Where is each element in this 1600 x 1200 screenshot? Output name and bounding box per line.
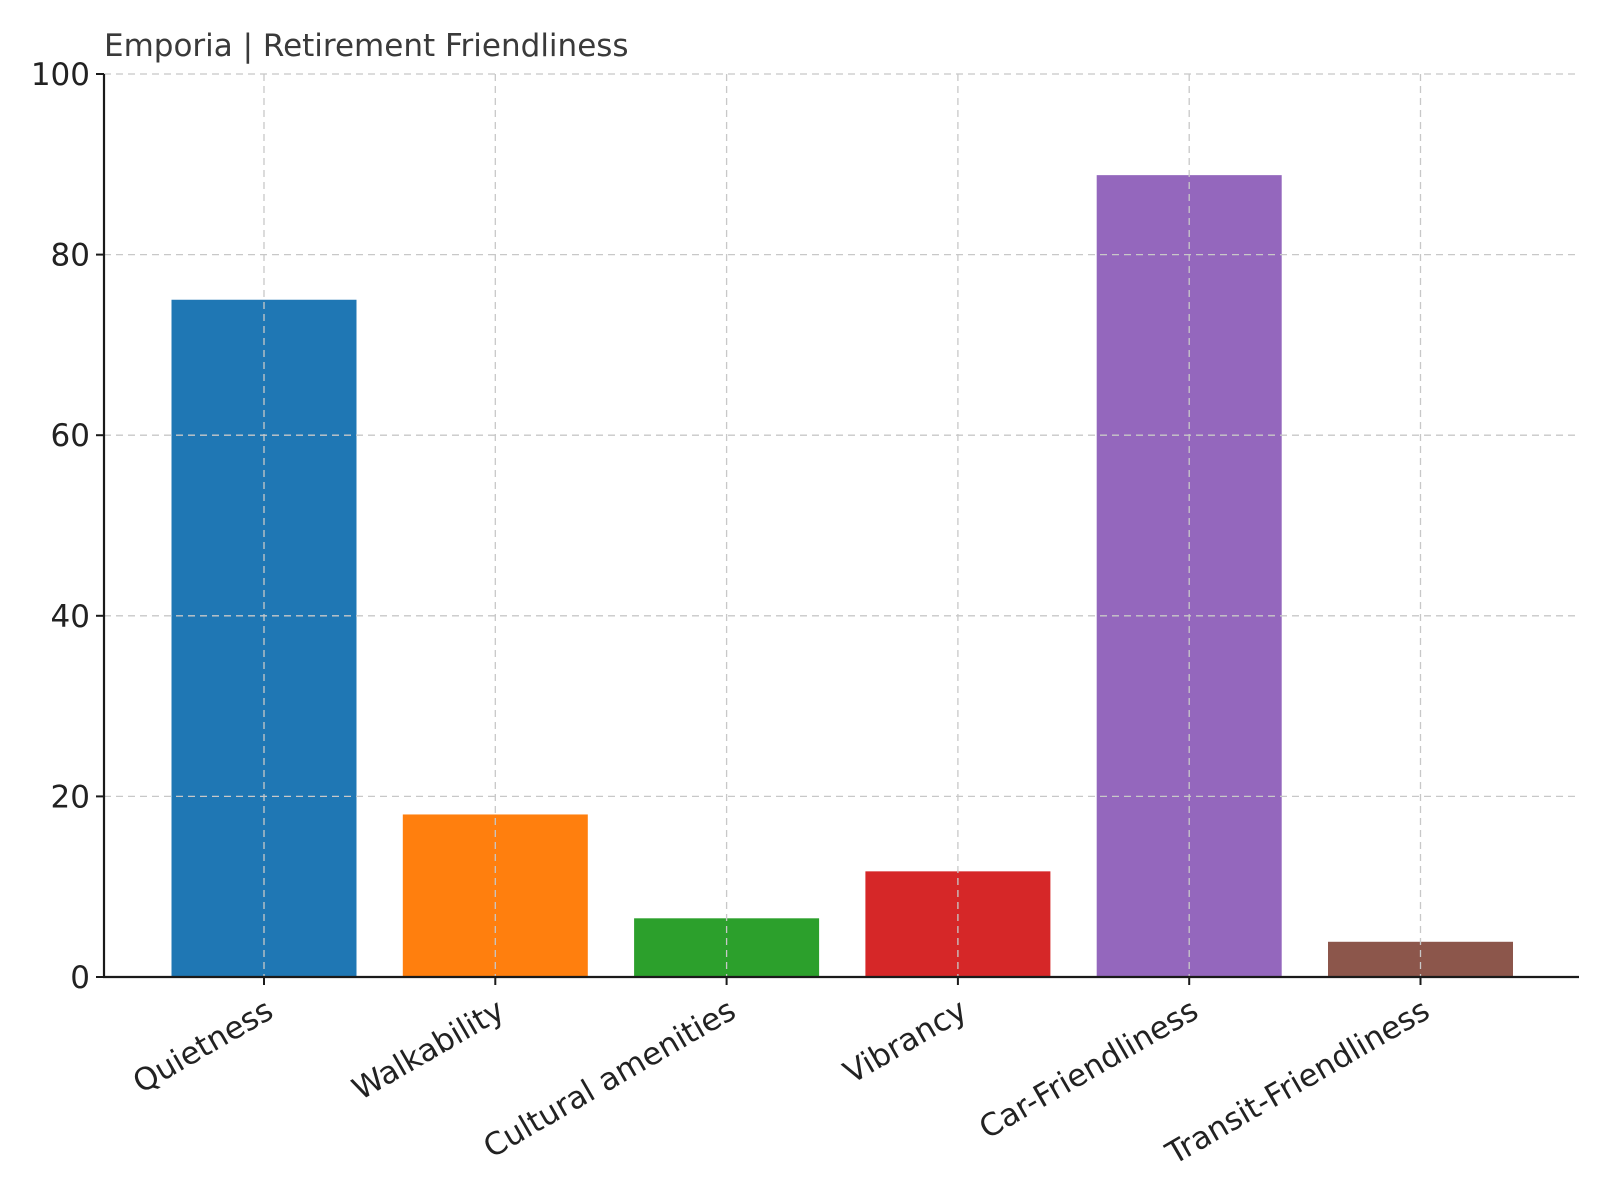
axes bbox=[102, 74, 1579, 979]
y-tick-label: 20 bbox=[51, 779, 90, 815]
bars bbox=[171, 175, 1513, 978]
x-tick-label: Vibrancy bbox=[838, 992, 973, 1091]
grid-lines bbox=[104, 73, 1579, 977]
x-tick-label: Quietness bbox=[127, 992, 279, 1101]
chart-title: Emporia | Retirement Friendliness bbox=[104, 28, 629, 64]
y-tick-label: 100 bbox=[31, 57, 90, 93]
y-tick-label: 40 bbox=[51, 599, 90, 635]
x-tick-label: Cultural amenities bbox=[477, 992, 741, 1165]
x-tick-label: Car-Friendliness bbox=[973, 992, 1204, 1146]
y-tick-label: 80 bbox=[51, 238, 90, 274]
bar bbox=[1328, 941, 1513, 977]
bar bbox=[865, 871, 1051, 977]
y-tick-label: 60 bbox=[51, 418, 90, 454]
x-tick-label: Walkability bbox=[346, 992, 510, 1108]
y-tick-label: 0 bbox=[70, 960, 90, 996]
